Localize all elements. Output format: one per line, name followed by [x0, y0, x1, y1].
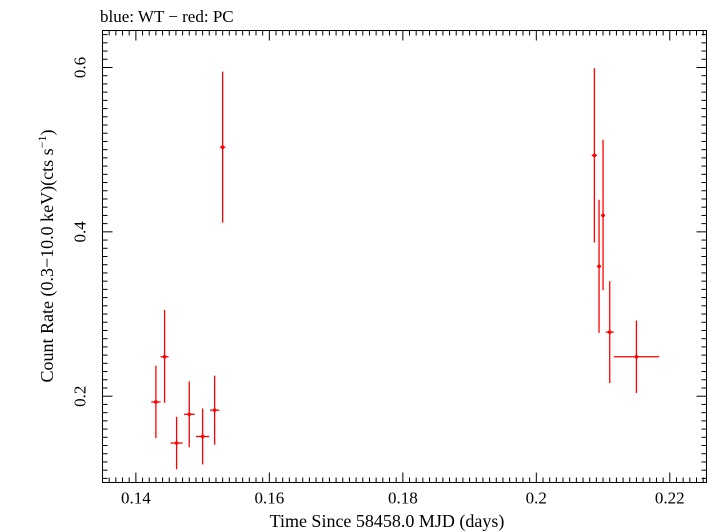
data-point	[597, 199, 602, 333]
data-point	[219, 71, 226, 223]
point-marker	[154, 400, 158, 404]
y-tick-label: 0.4	[71, 221, 90, 243]
x-tick-label: 0.16	[254, 489, 284, 508]
data-point	[613, 320, 660, 393]
point-marker	[212, 408, 217, 412]
y-axis-title-superscript: −1	[35, 136, 49, 149]
point-marker	[607, 330, 612, 334]
point-marker	[220, 145, 225, 149]
y-tick-label: 0.6	[71, 57, 90, 78]
x-axis-title-text: Time Since 58458.0 MJD (days)	[270, 511, 505, 532]
y-axis-title: Count Rate (0.3−10.0 keV)(cts s−1)	[35, 130, 58, 383]
data-point	[601, 139, 606, 291]
chart-title: blue: WT − red: PC	[100, 7, 234, 26]
data-series-pc	[151, 68, 660, 470]
x-tick-label: 0.22	[655, 489, 685, 508]
x-axis-title: Time Since 58458.0 MJD (days)	[270, 511, 505, 532]
data-point	[183, 381, 195, 448]
data-point	[151, 365, 161, 439]
point-marker	[601, 213, 605, 218]
data-point	[605, 281, 614, 384]
point-marker	[162, 354, 167, 359]
point-marker	[597, 264, 601, 269]
y-tick-label: 0.2	[71, 386, 90, 407]
data-point	[209, 375, 220, 445]
data-point	[160, 309, 169, 403]
y-axis-title-text: Count Rate (0.3−10.0 keV)(cts s	[37, 148, 58, 382]
point-marker	[200, 434, 205, 439]
point-marker	[634, 354, 639, 359]
x-tick-label: 0.18	[388, 489, 418, 508]
point-marker	[592, 153, 597, 158]
data-point	[195, 408, 210, 465]
point-marker	[187, 412, 192, 417]
point-marker	[174, 441, 179, 445]
y-axis: 0.2 0.4 0.6	[71, 34, 707, 479]
x-tick-label: 0.14	[121, 489, 151, 508]
data-point	[170, 416, 183, 470]
x-axis: 0.14 0.16 0.18 0.2 0.22	[108, 30, 704, 508]
y-axis-title-close: )	[37, 130, 58, 136]
x-tick-label: 0.2	[526, 489, 547, 508]
data-point	[591, 68, 598, 243]
